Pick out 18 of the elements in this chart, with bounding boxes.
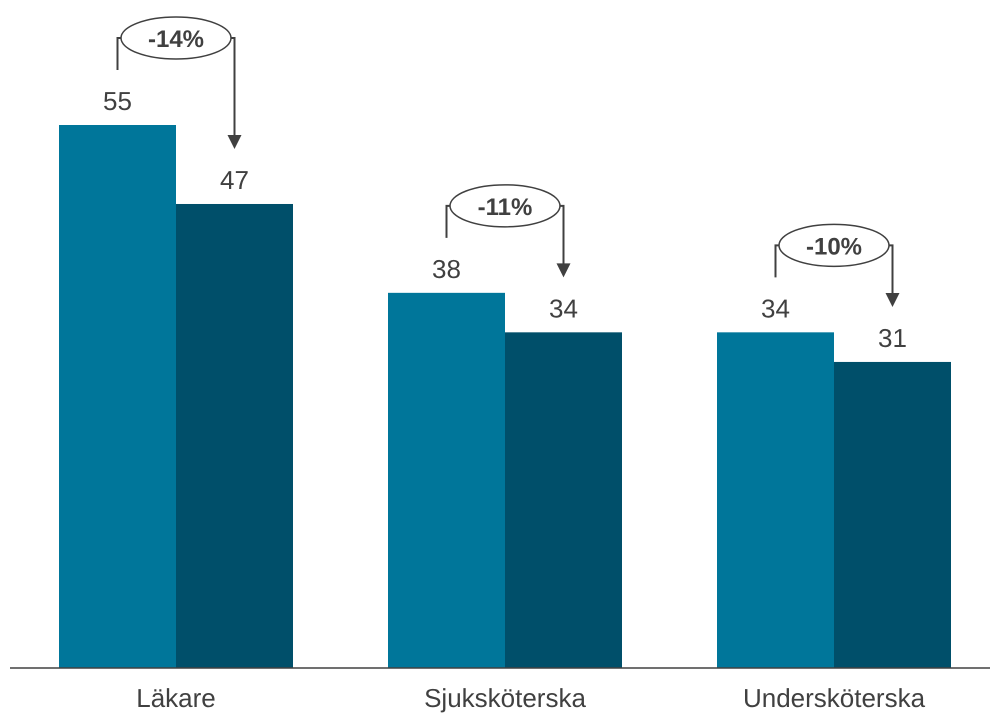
annotation: -10% — [806, 233, 862, 260]
x-tick-label: Sjuksköterska — [424, 683, 586, 713]
data-label: 34 — [761, 293, 790, 324]
bar — [388, 292, 505, 668]
bar — [505, 332, 622, 668]
bar — [59, 125, 176, 668]
text: -14% — [148, 26, 204, 53]
data-label: 47 — [220, 164, 249, 195]
bar — [834, 362, 951, 668]
data-label: 38 — [432, 254, 461, 284]
data-label: 34 — [549, 293, 578, 324]
bar — [717, 332, 834, 668]
x-tick-label: Undersköterska — [742, 683, 926, 713]
data-label: 31 — [878, 322, 907, 353]
bar — [176, 204, 293, 668]
x-tick-label: Läkare — [136, 683, 216, 713]
data-label: 55 — [103, 86, 132, 116]
annotation: -11% — [478, 194, 532, 221]
